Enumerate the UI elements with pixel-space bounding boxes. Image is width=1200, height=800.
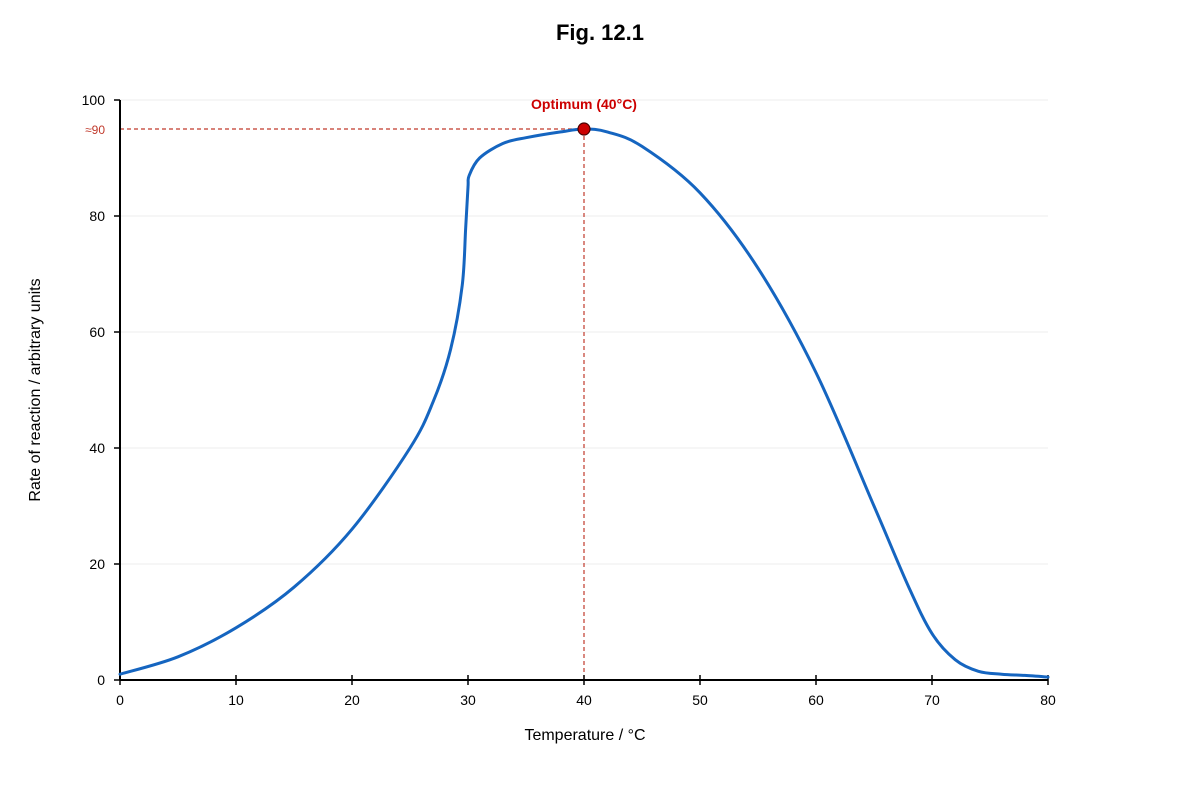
x-axis-title: Temperature / °C	[524, 727, 645, 744]
y-tick-label: 60	[89, 324, 105, 340]
series-group	[118, 127, 1050, 679]
x-tick-label: 0	[116, 692, 124, 708]
y-tick-label: 20	[89, 556, 105, 572]
tick-marks: 0 20 40 60 80 100 0 10 20 30 40 50 60 70 80	[82, 92, 1056, 708]
optimum-label: Optimum (40°C)	[531, 96, 637, 112]
y-axis-title: Rate of reaction / arbitrary units	[27, 278, 44, 501]
x-tick-label: 70	[924, 692, 940, 708]
chart-title: Fig. 12.1	[556, 20, 644, 45]
reference-lines: ≈90	[85, 123, 585, 680]
x-tick-label: 80	[1040, 692, 1056, 708]
y-tick-label: 100	[82, 92, 106, 108]
y-tick-label: 80	[89, 208, 105, 224]
optimum-point	[577, 122, 591, 136]
x-tick-label: 30	[460, 692, 476, 708]
y-tick-label: 40	[89, 440, 105, 456]
x-tick-label: 50	[692, 692, 708, 708]
annotation-marks: Optimum (40°C)	[531, 96, 637, 136]
y-tick-label: 0	[97, 672, 105, 688]
series-line	[118, 127, 1050, 679]
x-tick-label: 40	[576, 692, 592, 708]
x-tick-label: 10	[228, 692, 244, 708]
x-tick-label: 60	[808, 692, 824, 708]
x-tick-label: 20	[344, 692, 360, 708]
y-reference-label: ≈90	[85, 123, 105, 137]
